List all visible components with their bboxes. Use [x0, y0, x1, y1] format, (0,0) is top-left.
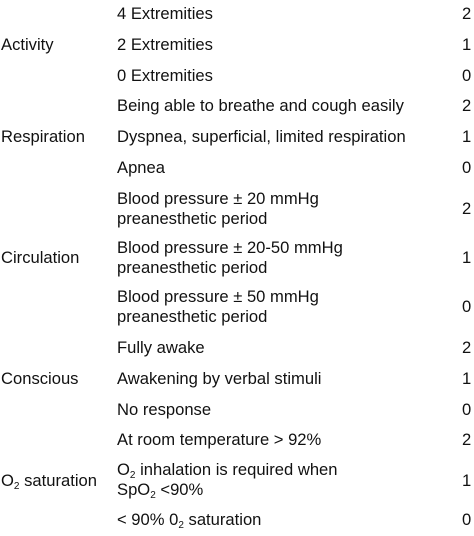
criterion-respiration-easy: Being able to breathe and cough easily [117, 96, 404, 115]
criterion-conscious-awake: Fully awake [117, 338, 205, 357]
criterion-line-2: preanesthetic period [117, 307, 268, 326]
criterion-activity-2-extremities: 2 Extremities [117, 35, 213, 54]
score-respiration-1: 1 [462, 127, 472, 146]
criterion-circulation-20: Blood pressure ± 20 mmHg preanesthetic p… [117, 189, 319, 229]
criterion-circulation-20-50: Blood pressure ± 20-50 mmHg preanestheti… [117, 238, 343, 278]
score-conscious-2: 2 [462, 338, 472, 357]
score-respiration-2: 2 [462, 96, 472, 115]
parameter-conscious: Conscious [1, 369, 79, 388]
criterion-line-1: Blood pressure ± 20 mmHg [117, 189, 319, 208]
criterion-line-2: SpO2 <90% [117, 480, 204, 501]
parameter-activity: Activity [1, 35, 54, 54]
score-o2-1: 1 [462, 471, 472, 490]
score-activity-1: 1 [462, 35, 472, 54]
criterion-respiration-dyspnea: Dyspnea, superficial, limited respiratio… [117, 127, 406, 146]
criterion-respiration-apnea: Apnea [117, 158, 165, 177]
criterion-conscious-none: No response [117, 400, 212, 419]
score-conscious-1: 1 [462, 369, 472, 388]
parameter-o2-saturation: O2 saturation [1, 471, 97, 492]
score-circulation-2: 2 [462, 199, 472, 218]
parameter-circulation: Circulation [1, 248, 80, 267]
score-o2-2: 2 [462, 430, 472, 449]
score-conscious-0: 0 [462, 400, 472, 419]
criterion-line-1: Blood pressure ± 20-50 mmHg [117, 238, 343, 257]
criterion-activity-4-extremities: 4 Extremities [117, 4, 213, 23]
score-o2-0: 0 [462, 510, 472, 529]
criterion-line-2: preanesthetic period [117, 258, 268, 277]
criterion-activity-0-extremities: 0 Extremities [117, 66, 213, 85]
criterion-line-1: Blood pressure ± 50 mmHg [117, 287, 319, 306]
criterion-o2-room-temp: At room temperature > 92% [117, 430, 322, 449]
score-respiration-0: 0 [462, 158, 472, 177]
criterion-o2-inhalation: O2 inhalation is required when SpO2 <90% [117, 460, 338, 501]
parameter-respiration: Respiration [1, 127, 85, 146]
score-activity-0: 0 [462, 66, 472, 85]
criterion-line-1: O2 inhalation is required when [117, 460, 338, 481]
criterion-o2-below-90: < 90% 02 saturation [117, 510, 262, 531]
score-activity-2: 2 [462, 4, 472, 23]
criterion-line-2: preanesthetic period [117, 209, 268, 228]
criterion-conscious-verbal: Awakening by verbal stimuli [117, 369, 322, 388]
score-circulation-1: 1 [462, 248, 472, 267]
criterion-circulation-50: Blood pressure ± 50 mmHg preanesthetic p… [117, 287, 319, 327]
score-circulation-0: 0 [462, 297, 472, 316]
